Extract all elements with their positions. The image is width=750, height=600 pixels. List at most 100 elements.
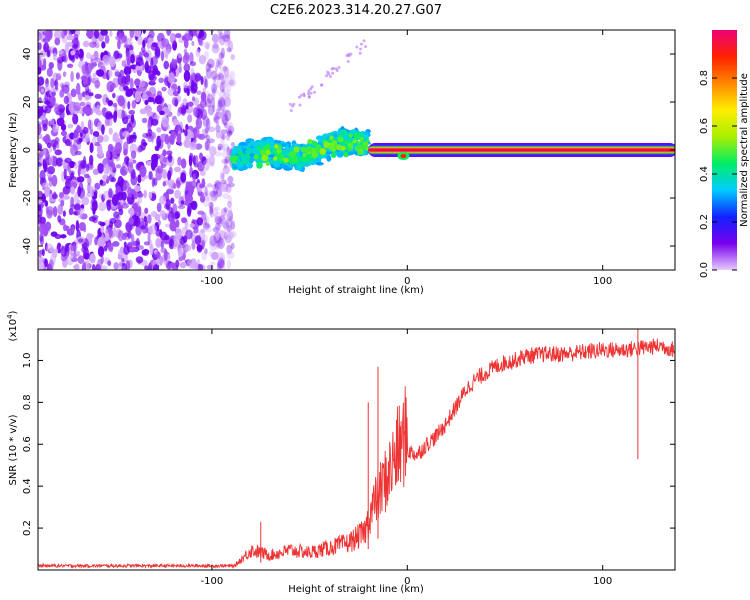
spectrogram-cell bbox=[120, 168, 127, 174]
spectrogram-cell bbox=[130, 150, 137, 160]
spectrogram-cell bbox=[319, 148, 327, 155]
spectrogram-cell bbox=[209, 146, 217, 157]
spectrogram-cell bbox=[55, 157, 64, 167]
spectrogram-cell bbox=[99, 179, 104, 186]
spectrogram-cell bbox=[38, 210, 42, 216]
spectrogram-cell bbox=[174, 211, 181, 219]
spectrogram-cell bbox=[38, 66, 42, 75]
spectrogram-cell bbox=[207, 183, 213, 188]
spectrogram-cell bbox=[57, 59, 63, 71]
spectrogram-cell bbox=[170, 197, 175, 204]
spectrogram-cell bbox=[92, 135, 97, 145]
spectrogram-cell bbox=[44, 185, 50, 198]
spectrogram-cell bbox=[210, 191, 218, 202]
figure-title: C2E6.2023.314.20.27.G07 bbox=[270, 3, 442, 18]
spectrogram-cell bbox=[182, 97, 188, 106]
spectrogram-cell bbox=[186, 181, 193, 192]
spectrogram-cell bbox=[222, 65, 228, 72]
spectrogram-cell bbox=[209, 235, 217, 247]
spectrogram-carrier-band bbox=[368, 149, 675, 151]
spectrogram-cell bbox=[107, 260, 112, 266]
spectrogram-cell bbox=[157, 219, 161, 226]
spectrogram-cell bbox=[307, 138, 313, 145]
spectrogram-cell bbox=[328, 145, 334, 151]
spectrogram-cell bbox=[57, 204, 64, 215]
spectrogram-cell bbox=[143, 52, 150, 58]
spectrogram-cell bbox=[220, 259, 225, 264]
spectrogram-cell bbox=[224, 40, 230, 47]
spectrogram-cell bbox=[227, 194, 232, 204]
spectrogram-cell bbox=[214, 57, 223, 62]
spectrogram-cell bbox=[159, 195, 167, 205]
spectrogram-cell bbox=[209, 72, 215, 79]
spectrogram-cell bbox=[58, 50, 64, 55]
spectrogram-cell bbox=[213, 206, 221, 212]
spectrogram-cell bbox=[204, 78, 209, 89]
spectrogram-cell bbox=[214, 151, 223, 157]
spectrogram-cell bbox=[117, 229, 124, 242]
spectrogram-cell bbox=[148, 86, 157, 98]
colorbar-tick-label: 0.0 bbox=[699, 262, 710, 278]
spectrogram-cell bbox=[42, 148, 47, 156]
spectrogram-cell bbox=[128, 207, 135, 215]
spectrogram-cell bbox=[227, 225, 231, 233]
spectrogram-cell bbox=[183, 81, 188, 89]
spectrogram-cell bbox=[253, 154, 259, 160]
spectrogram-cell bbox=[80, 120, 85, 131]
spectrogram-cell bbox=[123, 66, 132, 76]
spectrogram-cell bbox=[194, 72, 202, 82]
spectrogram-cell bbox=[91, 263, 96, 270]
spectrogram-cell bbox=[229, 155, 238, 162]
spectrogram-cell bbox=[151, 42, 158, 48]
spectrogram-cell bbox=[210, 70, 218, 80]
spectrogram-cell bbox=[139, 108, 147, 115]
spectrogram-cell bbox=[363, 134, 370, 140]
spectrogram-cell bbox=[148, 191, 153, 200]
spectrogram-cell bbox=[87, 107, 94, 116]
spectrogram-cell bbox=[60, 245, 67, 258]
spectrogram-cell bbox=[198, 54, 207, 65]
spectrogram-cell bbox=[80, 167, 86, 175]
spectrogram-cell bbox=[54, 79, 59, 90]
spectrogram-cell bbox=[169, 220, 177, 232]
spectrogram-cell bbox=[121, 60, 127, 67]
spectrogram-cell bbox=[229, 215, 233, 221]
spectrogram-cell bbox=[169, 262, 176, 269]
spectrogram-cell bbox=[205, 197, 214, 202]
spectrogram-cell bbox=[218, 59, 222, 70]
spectrogram-cell bbox=[211, 83, 217, 94]
spectrogram-cell bbox=[38, 76, 45, 86]
colorbar-tick-label: 0.4 bbox=[699, 166, 710, 182]
spectrogram-cell bbox=[184, 129, 188, 137]
spectrogram-cell bbox=[91, 200, 98, 212]
spectrogram-cell bbox=[203, 41, 211, 49]
spectrogram-cell bbox=[131, 233, 135, 244]
spectrogram-cell bbox=[64, 157, 72, 164]
spectrogram-cell bbox=[207, 138, 215, 144]
spectrogram-cell bbox=[109, 217, 117, 224]
spectrogram-cell bbox=[135, 256, 144, 264]
spectrogram-cell bbox=[146, 160, 153, 166]
spectrogram-cell bbox=[105, 150, 111, 160]
spectrogram-cell bbox=[68, 207, 74, 216]
spectrogram-cell bbox=[70, 70, 74, 83]
spectrogram-cell bbox=[189, 52, 194, 64]
spectrogram-cell bbox=[196, 244, 203, 253]
x-tick-label: 0 bbox=[404, 576, 410, 587]
spectrogram-cell bbox=[217, 238, 225, 250]
spectrogram-cell bbox=[227, 125, 235, 134]
spectrogram-cell bbox=[39, 235, 45, 246]
spectrogram-cell bbox=[97, 237, 105, 249]
spectrogram-cell bbox=[302, 152, 307, 158]
spectrogram-cell bbox=[167, 170, 172, 181]
spectrogram-cell bbox=[38, 31, 42, 42]
spectrogram-cell bbox=[116, 191, 124, 201]
spectrogram-cell bbox=[63, 195, 71, 200]
spectrogram-cell bbox=[143, 189, 147, 199]
spectrogram-cell bbox=[52, 123, 60, 133]
spectrogram-cell bbox=[111, 177, 116, 183]
spectrogram-cell bbox=[96, 69, 105, 77]
spectrogram-cell bbox=[82, 40, 90, 48]
spectrogram-cell bbox=[48, 259, 54, 270]
spectrogram-cell bbox=[208, 59, 216, 65]
